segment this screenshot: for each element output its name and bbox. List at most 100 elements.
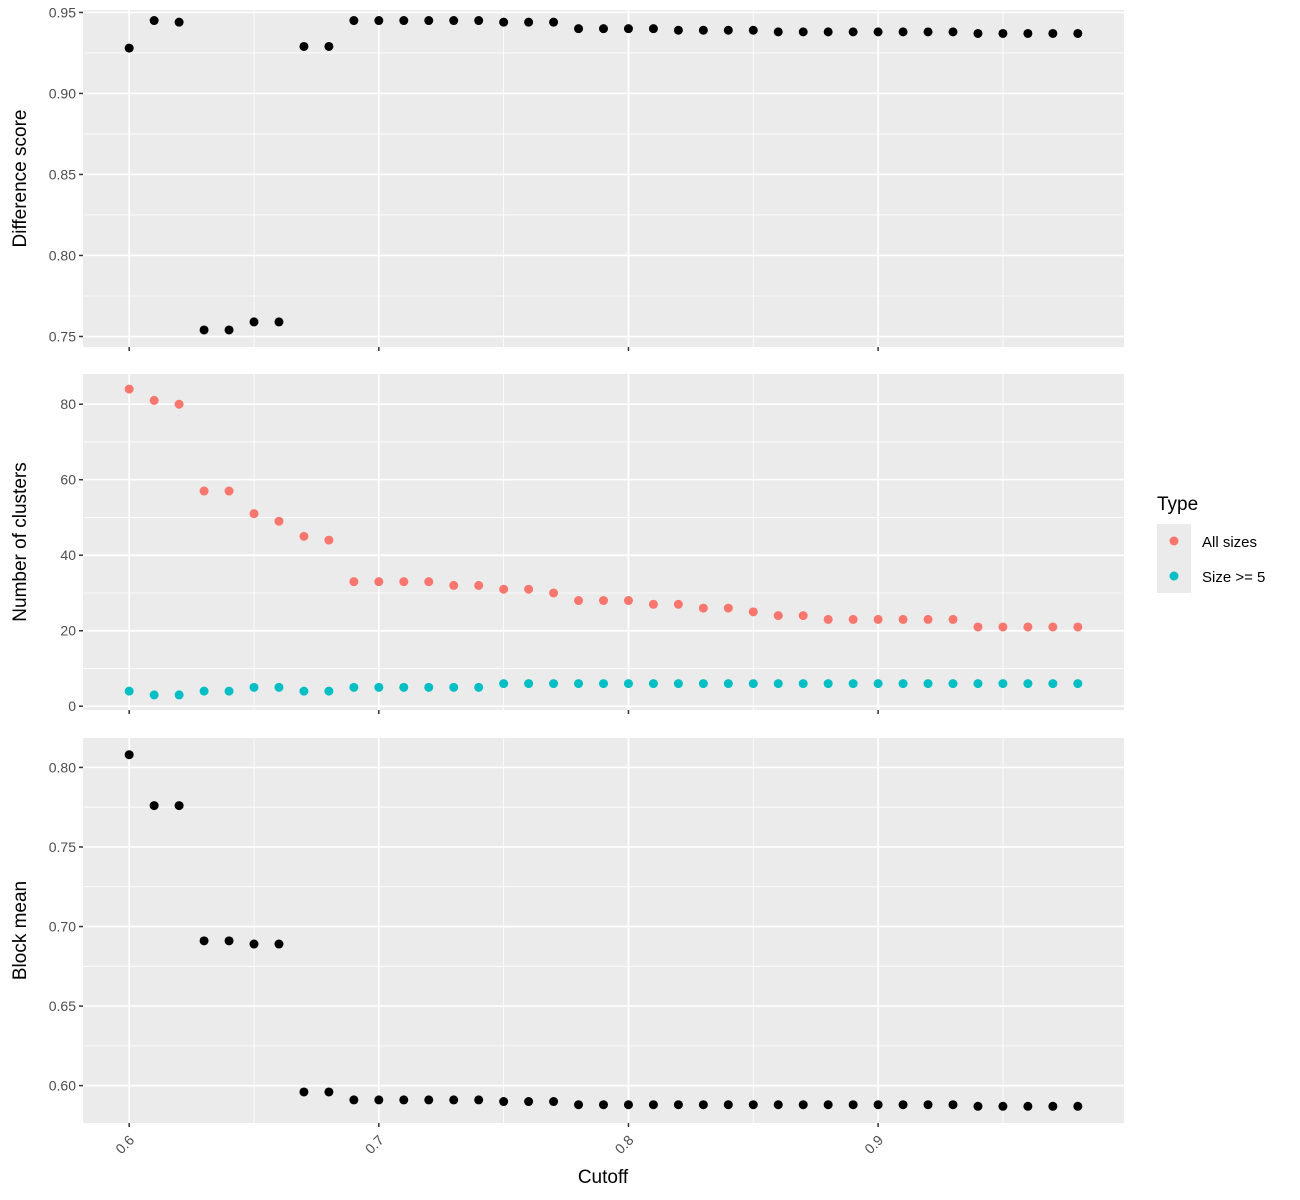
data-point — [424, 16, 434, 26]
y-tick-label: 0 — [68, 698, 76, 714]
y-tick-label: 20 — [60, 623, 76, 639]
y-tick-label: 0.90 — [49, 85, 76, 101]
data-point — [648, 24, 658, 34]
data-point — [748, 1100, 758, 1110]
data-point — [299, 1087, 309, 1097]
data-point — [449, 16, 459, 26]
data-point — [524, 679, 534, 689]
data-point — [673, 679, 683, 689]
data-point — [299, 41, 309, 51]
data-point — [998, 1101, 1008, 1111]
data-point — [174, 801, 184, 811]
data-point — [574, 596, 584, 606]
data-point — [224, 325, 234, 335]
data-point — [798, 611, 808, 621]
data-point — [324, 686, 334, 696]
data-point — [524, 584, 534, 594]
y-axis-title: Difference score — [10, 110, 31, 248]
data-point — [648, 679, 658, 689]
y-tick-label: 0.85 — [49, 166, 76, 182]
data-point — [574, 1100, 584, 1110]
data-point — [873, 614, 883, 624]
legend: Type All sizes Size >= 5 — [1157, 494, 1265, 593]
data-point — [174, 690, 184, 700]
data-point — [773, 679, 783, 689]
data-point — [474, 580, 484, 590]
data-point — [798, 679, 808, 689]
data-point — [499, 1097, 509, 1107]
data-point — [973, 679, 983, 689]
data-point — [524, 17, 534, 27]
data-point — [1073, 679, 1083, 689]
legend-title: Type — [1157, 494, 1198, 515]
data-point — [948, 614, 958, 624]
data-point — [1048, 679, 1058, 689]
data-point — [998, 622, 1008, 632]
data-point — [873, 679, 883, 689]
data-point — [748, 25, 758, 35]
data-point — [698, 679, 708, 689]
data-point — [748, 607, 758, 617]
data-point — [599, 1100, 608, 1110]
data-point — [698, 1100, 708, 1110]
data-point — [274, 682, 284, 692]
data-point — [149, 16, 159, 26]
data-point — [249, 939, 259, 949]
data-point — [549, 588, 559, 598]
data-point — [449, 580, 459, 590]
data-point — [199, 325, 209, 335]
data-point — [923, 679, 933, 689]
x-tick-label: 0.8 — [612, 1132, 637, 1157]
y-tick-label: 0.75 — [49, 328, 76, 344]
panel-1: 0.75 0.80 0.85 0.90 0.95 Difference score — [10, 4, 1124, 351]
data-point — [524, 1097, 534, 1107]
data-point — [1073, 1101, 1083, 1111]
x-axis-title: Cutoff — [578, 1167, 629, 1188]
data-point — [599, 24, 608, 34]
data-point — [574, 679, 584, 689]
data-point — [773, 27, 783, 37]
data-point — [499, 17, 509, 27]
data-point — [249, 317, 259, 327]
data-point — [149, 395, 159, 405]
data-point — [199, 486, 209, 496]
data-point — [424, 577, 434, 587]
data-point — [549, 1097, 559, 1107]
data-point — [973, 622, 983, 632]
y-tick-label: 0.60 — [49, 1078, 76, 1094]
data-point — [399, 16, 409, 26]
data-point — [798, 1100, 808, 1110]
data-point — [898, 27, 908, 37]
data-point — [549, 17, 559, 27]
data-point — [1023, 28, 1033, 38]
data-point — [848, 614, 858, 624]
data-point — [199, 686, 209, 696]
data-point — [898, 614, 908, 624]
data-point — [274, 317, 284, 327]
y-tick-label: 40 — [60, 547, 76, 563]
data-point — [449, 1095, 459, 1105]
data-point — [648, 599, 658, 609]
data-point — [224, 936, 234, 946]
data-point — [1073, 28, 1083, 38]
panel-background — [83, 374, 1124, 710]
data-point — [698, 603, 708, 613]
data-point — [1048, 1101, 1058, 1111]
data-point — [399, 1095, 409, 1105]
data-point — [1048, 622, 1058, 632]
data-point — [948, 679, 958, 689]
data-point — [848, 1100, 858, 1110]
data-point — [673, 599, 683, 609]
data-point — [773, 1100, 783, 1110]
data-point — [149, 801, 159, 811]
chart-panels: 0.75 0.80 0.85 0.90 0.95 Difference score 0 20 4… — [10, 4, 1124, 1157]
y-tick-label: 0.80 — [49, 759, 76, 775]
data-point — [1023, 622, 1033, 632]
data-point — [149, 690, 159, 700]
data-point — [923, 614, 933, 624]
data-point — [623, 24, 633, 34]
panel-2: 0 20 40 60 80 Number of clusters — [10, 374, 1124, 714]
panel-background — [83, 738, 1124, 1123]
data-point — [199, 936, 209, 946]
